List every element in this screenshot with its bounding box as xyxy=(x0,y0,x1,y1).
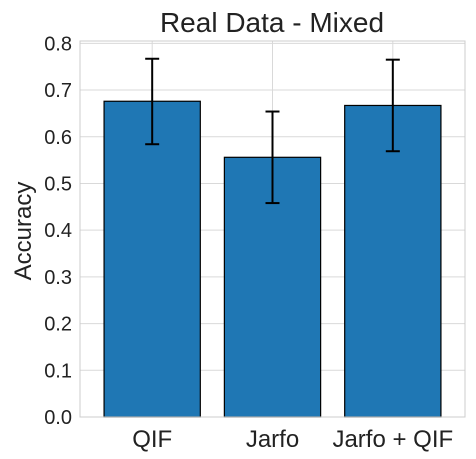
error-bar xyxy=(145,57,160,146)
y-tick-label: 0.2 xyxy=(44,314,72,336)
y-tick-label: 0.8 xyxy=(44,33,72,55)
y-axis-label: Accuracy xyxy=(10,182,37,281)
x-tick-label: Jarfo + QIF xyxy=(332,426,453,453)
y-tick-label: 0.5 xyxy=(44,173,72,195)
error-bars xyxy=(145,57,400,205)
y-tick-labels: 0.0 0.1 0.2 0.3 0.4 0.5 0.6 0.7 0.8 xyxy=(44,33,72,429)
chart-title: Real Data - Mixed xyxy=(160,7,384,38)
bar-qif xyxy=(103,100,201,418)
x-tick-label: Jarfo xyxy=(246,426,299,453)
y-tick-label: 0.4 xyxy=(44,220,72,242)
x-tick-label: QIF xyxy=(132,426,172,453)
y-tick-label: 0.6 xyxy=(44,127,72,149)
plot-frame xyxy=(79,40,466,418)
error-bar xyxy=(385,58,400,153)
y-tick-label: 0.7 xyxy=(44,80,72,102)
x-tick-labels: QIF Jarfo Jarfo + QIF xyxy=(132,426,453,453)
error-bar xyxy=(265,110,280,205)
y-tick-label: 0.1 xyxy=(44,360,72,382)
y-tick-label: 0.3 xyxy=(44,267,72,289)
y-tick-label: 0.0 xyxy=(44,407,72,429)
